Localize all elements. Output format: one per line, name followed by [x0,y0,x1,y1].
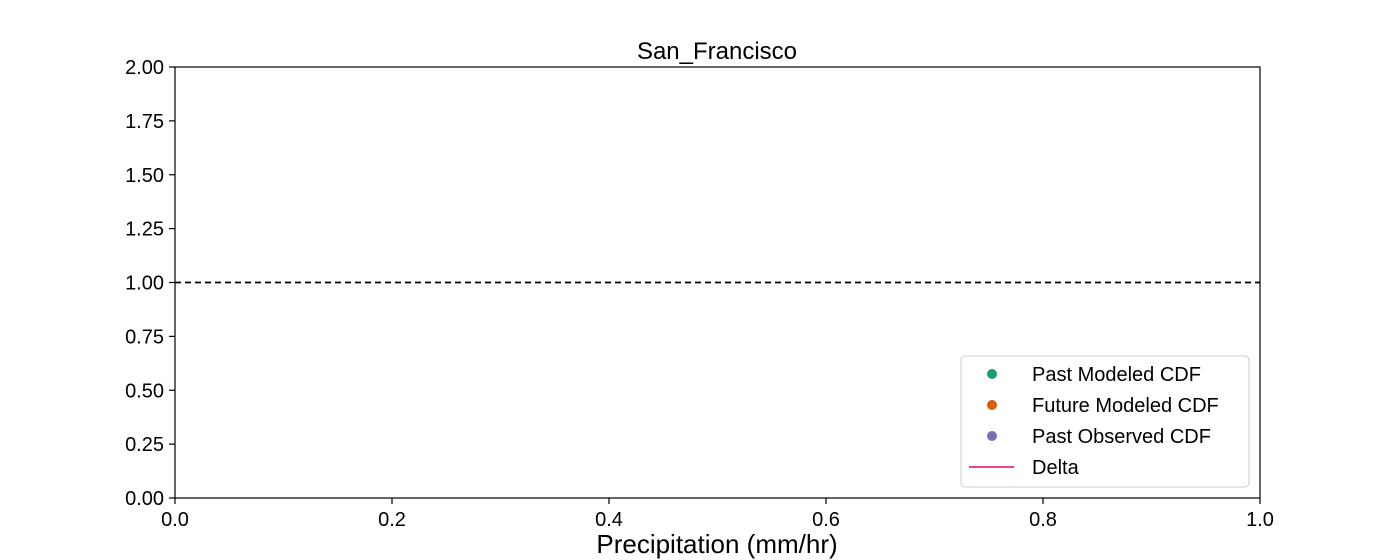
x-tick-label: 0.0 [161,509,189,531]
legend-label: Delta [1032,457,1080,479]
y-tick-label: 1.75 [125,111,164,133]
x-tick-label: 0.6 [812,509,840,531]
legend-label: Past Observed CDF [1032,426,1211,448]
y-axis: 0.00 0.25 0.50 0.75 1.00 1.25 1.50 1.75 2.00 [125,57,175,510]
legend-label: Future Modeled CDF [1032,395,1219,417]
x-tick-label: 0.8 [1029,509,1057,531]
y-tick-label: 2.00 [125,57,164,79]
x-tick-label: 0.4 [595,509,623,531]
x-axis-label: Precipitation (mm/hr) [596,529,837,559]
legend-marker-swatch [987,369,997,379]
y-tick-label: 1.50 [125,165,164,187]
x-tick-label: 1.0 [1246,509,1274,531]
legend-label: Past Modeled CDF [1032,364,1201,386]
y-tick-label: 0.00 [125,488,164,510]
x-axis: 0.0 0.2 0.4 0.6 0.8 1.0 [161,498,1274,531]
legend-marker-swatch [987,400,997,410]
x-tick-label: 0.2 [378,509,406,531]
legend: Past Modeled CDF Future Modeled CDF Past O… [960,355,1250,488]
y-tick-label: 0.75 [125,326,164,348]
y-tick-label: 1.25 [125,219,164,241]
y-tick-label: 0.50 [125,380,164,402]
y-tick-label: 0.25 [125,434,164,456]
chart-title: San_Francisco [637,38,797,65]
y-tick-label: 1.00 [125,273,164,295]
legend-box [960,355,1250,488]
legend-marker-swatch [987,431,997,441]
